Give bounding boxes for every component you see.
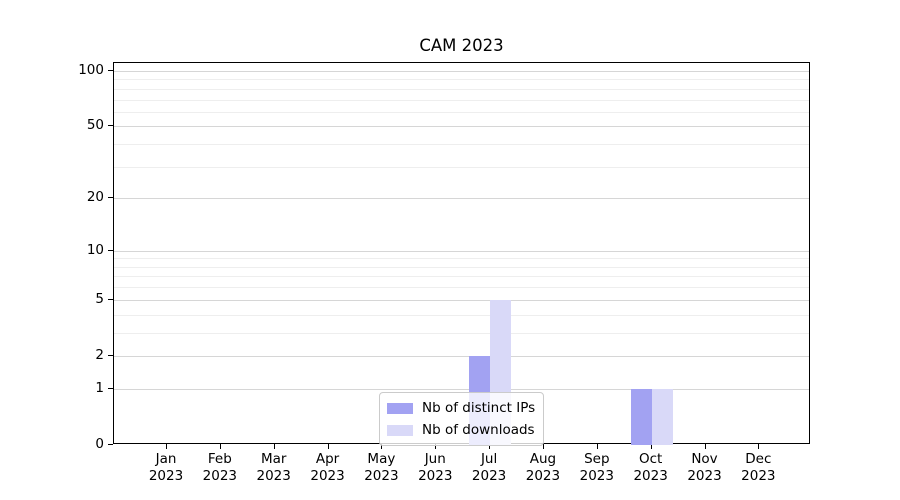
- bar-oct-2023: [630, 388, 652, 445]
- x-tick-label: Feb 2023: [202, 451, 238, 485]
- y-tick-mark: [108, 249, 113, 251]
- minor-gridline: [114, 144, 809, 146]
- y-tick-mark: [108, 387, 113, 389]
- x-tick-mark: [219, 444, 221, 449]
- x-tick-label: Jan 2023: [148, 451, 184, 485]
- minor-gridline: [114, 166, 809, 168]
- legend-item-downloads: Nb of downloads: [387, 422, 535, 438]
- y-tick-mark: [108, 70, 113, 71]
- bar-oct-2023: [651, 388, 673, 445]
- y-tick-mark: [108, 354, 113, 356]
- y-tick-mark: [108, 444, 113, 445]
- x-tick-label: Apr 2023: [310, 451, 345, 485]
- x-tick-label: May 2023: [364, 451, 399, 485]
- minor-gridline: [114, 88, 809, 90]
- x-tick-label: Oct 2023: [633, 451, 668, 485]
- minor-gridline: [114, 258, 809, 260]
- x-tick-mark: [435, 444, 437, 449]
- x-tick-mark: [489, 444, 491, 449]
- major-gridline: [114, 198, 809, 200]
- minor-gridline: [114, 266, 809, 268]
- x-tick-label: Sep 2023: [579, 451, 614, 485]
- y-tick-label: 100: [78, 62, 104, 78]
- legend-label-downloads: Nb of downloads: [422, 422, 535, 438]
- minor-gridline: [114, 79, 809, 81]
- x-tick-mark: [166, 444, 167, 449]
- y-tick-mark: [108, 298, 113, 300]
- major-gridline: [114, 126, 809, 128]
- x-tick-label: Mar 2023: [256, 451, 291, 485]
- y-tick-label: 50: [86, 117, 104, 134]
- x-tick-mark: [758, 444, 760, 449]
- y-tick-label: 2: [95, 346, 104, 363]
- y-tick-label: 20: [86, 189, 104, 206]
- major-gridline: [114, 355, 809, 357]
- minor-gridline: [114, 332, 809, 334]
- minor-gridline: [114, 111, 809, 113]
- minor-gridline: [114, 99, 809, 101]
- x-tick-mark: [596, 444, 598, 449]
- major-gridline: [114, 299, 809, 301]
- x-tick-label: Jun 2023: [418, 451, 453, 485]
- x-tick-mark: [327, 444, 329, 449]
- minor-gridline: [114, 287, 809, 289]
- major-gridline: [114, 388, 809, 390]
- y-tick-mark: [108, 197, 113, 199]
- major-gridline: [114, 250, 809, 252]
- x-tick-label: Aug 2023: [525, 451, 561, 485]
- x-tick-label: Dec 2023: [741, 451, 776, 485]
- y-tick-mark: [108, 125, 113, 127]
- x-tick-mark: [704, 444, 706, 449]
- x-tick-label: Nov 2023: [687, 451, 722, 485]
- legend: Nb of distinct IPs Nb of downloads: [379, 392, 544, 446]
- minor-gridline: [114, 314, 809, 316]
- minor-gridline: [114, 276, 809, 278]
- x-tick-mark: [542, 444, 544, 449]
- legend-swatch-downloads: [387, 424, 413, 436]
- x-tick-mark: [381, 444, 383, 449]
- plot-area: Nb of distinct IPs Nb of downloads: [113, 62, 810, 446]
- x-tick-mark: [650, 444, 652, 449]
- y-tick-label: 1: [95, 379, 104, 396]
- legend-swatch-distinct-ips: [387, 402, 413, 414]
- y-tick-label: 10: [86, 241, 104, 258]
- legend-label-distinct-ips: Nb of distinct IPs: [422, 400, 536, 416]
- legend-item-distinct-ips: Nb of distinct IPs: [387, 400, 536, 416]
- x-tick-label: Jul 2023: [471, 451, 507, 485]
- y-tick-label: 0: [95, 436, 104, 452]
- chart-title: CAM 2023: [419, 36, 504, 55]
- y-tick-label: 5: [95, 290, 104, 307]
- major-gridline: [114, 71, 809, 72]
- x-tick-mark: [273, 444, 275, 449]
